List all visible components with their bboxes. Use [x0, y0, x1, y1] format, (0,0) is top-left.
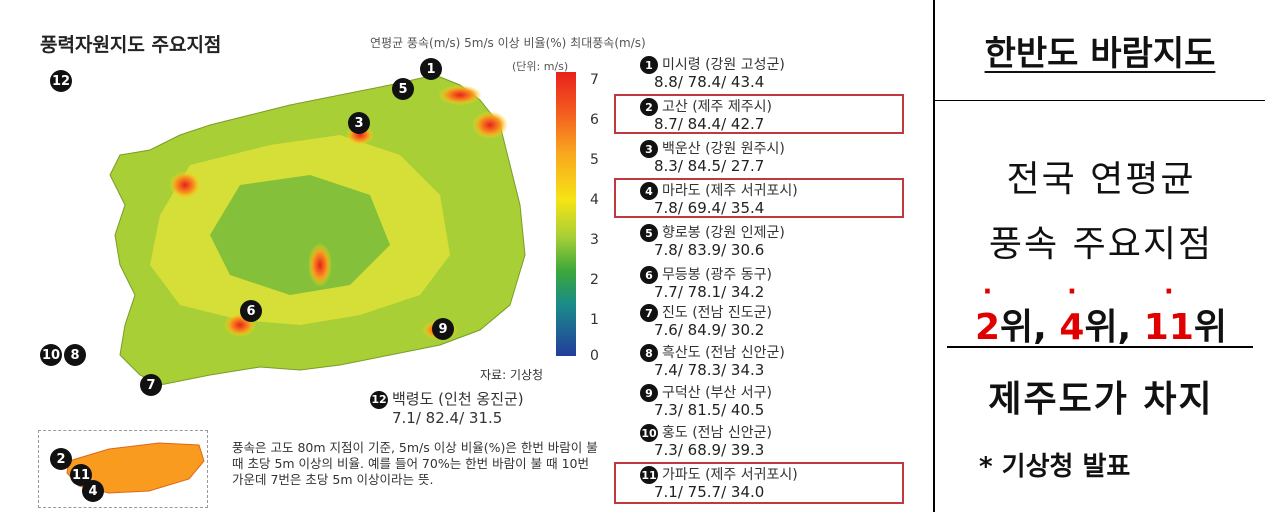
summary-panel: 한반도 바람지도 전국 연평균 풍속 주요지점 2위, 4위, 11위 제주도가… — [933, 0, 1265, 512]
interior-green — [210, 175, 390, 295]
station-number: 10 — [640, 424, 658, 442]
scale-tick: 4 — [590, 192, 599, 208]
scale-tick: 0 — [590, 348, 599, 364]
station-number: 5 — [640, 224, 658, 242]
station-9: 9 구덕산 (부산 서구) 7.3/ 81.5/ 40.5 — [640, 384, 910, 419]
station-2: 2 고산 (제주 제주시) 8.7/ 84.4/ 42.7 — [640, 98, 910, 133]
wind-map-panel: 풍력자원지도 주요지점 연평균 풍속(m/s) 5m/s 이상 비율(%) 최대… — [38, 34, 910, 508]
source-note: * 기상청 발표 — [979, 452, 1131, 482]
map-title: 풍력자원지도 주요지점 — [40, 34, 222, 56]
station-values: 7.1/ 75.7/ 34.0 — [654, 483, 765, 501]
station-values: 8.3/ 84.5/ 27.7 — [654, 157, 765, 175]
map-marker: 10 — [40, 344, 62, 366]
station-values: 7.7/ 78.1/ 34.2 — [654, 283, 765, 301]
station-name: 무등봉 (광주 동구) — [662, 266, 772, 283]
jeju-island-shape — [66, 442, 205, 494]
map-marker: 4 — [82, 480, 104, 502]
scale-tick: 2 — [590, 272, 599, 288]
station-10: 10 홍도 (전남 신안군) 7.3/ 68.9/ 39.3 — [640, 424, 910, 459]
map-marker: 7 — [140, 374, 162, 396]
summary-line-1: 전국 연평균 — [1006, 159, 1196, 200]
station-values: 8.8/ 78.4/ 43.4 — [654, 73, 765, 91]
summary-line-3: 제주도가 차지 — [988, 379, 1214, 420]
map-marker: 5 — [392, 78, 414, 100]
station-1: 1 미시령 (강원 고성군) 8.8/ 78.4/ 43.4 — [640, 56, 910, 91]
map-marker: 6 — [240, 300, 262, 322]
station-values: 7.3/ 68.9/ 39.3 — [654, 441, 765, 459]
scale-tick: 3 — [590, 232, 599, 248]
rank-11: 11 — [1144, 307, 1194, 348]
station-name: 고산 (제주 제주시) — [662, 98, 772, 115]
station-values: 7.3/ 81.5/ 40.5 — [654, 401, 765, 419]
station-values: 7.1/ 82.4/ 31.5 — [392, 409, 503, 427]
rank-4: 4 — [1059, 307, 1084, 348]
station-3: 3 백운산 (강원 원주시) 8.3/ 84.5/ 27.7 — [640, 140, 910, 175]
korea-wind-map — [109, 74, 526, 385]
highlight-box-station-11 — [614, 462, 904, 504]
scale-tick: 1 — [590, 312, 599, 328]
rank-2: 2 — [975, 307, 1000, 348]
station-name: 구덕산 (부산 서구) — [662, 384, 772, 401]
station-number: 7 — [640, 304, 658, 322]
station-number: 12 — [370, 390, 388, 409]
station-values: 7.8/ 83.9/ 30.6 — [654, 241, 765, 259]
station-name: 백령도 (인천 옹진군) — [392, 390, 524, 408]
station-number: 2 — [640, 98, 658, 116]
summary-line-2: 풍속 주요지점 — [988, 224, 1214, 265]
map-marker: 2 — [50, 448, 72, 470]
station-values: 8.7/ 84.4/ 42.7 — [654, 115, 765, 133]
map-subtitle: 연평균 풍속(m/s) 5m/s 이상 비율(%) 최대풍속(m/s) — [370, 36, 646, 50]
rank-underline — [947, 346, 1253, 348]
station-number: 6 — [640, 266, 658, 284]
source-label: 자료: 기상청 — [480, 368, 544, 382]
rank-summary: 2위, 4위, 11위 — [935, 298, 1265, 350]
station-11: 11 가파도 (제주 서귀포시) 7.1/ 75.7/ 34.0 — [640, 466, 910, 501]
station-name: 백운산 (강원 원주시) — [662, 140, 785, 157]
wind-speed-scale — [556, 72, 576, 356]
station-7: 7 진도 (전남 진도군) 7.6/ 84.9/ 30.2 — [640, 304, 910, 339]
scale-tick: 5 — [590, 152, 599, 168]
map-marker: 3 — [348, 112, 370, 134]
station-name: 가파도 (제주 서귀포시) — [662, 466, 798, 483]
station-number: 9 — [640, 384, 658, 402]
map-marker: 8 — [64, 344, 86, 366]
station-name: 진도 (전남 진도군) — [662, 304, 772, 321]
station-values: 7.6/ 84.9/ 30.2 — [654, 321, 765, 339]
station-values: 7.8/ 69.4/ 35.4 — [654, 199, 765, 217]
station-name: 흑산도 (전남 신안군) — [662, 344, 785, 361]
footnote: 풍속은 고도 80m 지점이 기준, 5m/s 이상 비율(%)은 한번 바람이… — [232, 440, 598, 487]
highlight-box-station-2 — [614, 94, 904, 134]
station-4: 4 마라도 (제주 서귀포시) 7.8/ 69.4/ 35.4 — [640, 182, 910, 217]
map-marker: 12 — [50, 70, 72, 92]
highlight-box-station-4 — [614, 178, 904, 218]
rank-suffix: 위, — [1084, 307, 1144, 348]
station-8: 8 흑산도 (전남 신안군) 7.4/ 78.3/ 34.3 — [640, 344, 910, 379]
station-name: 향로봉 (강원 인제군) — [662, 224, 785, 241]
station-number: 3 — [640, 140, 658, 158]
scale-tick: 7 — [590, 72, 599, 88]
station-values: 7.4/ 78.3/ 34.3 — [654, 361, 765, 379]
station-number: 1 — [640, 56, 658, 74]
station-name: 홍도 (전남 신안군) — [662, 424, 772, 441]
station-number: 8 — [640, 344, 658, 362]
map-marker: 1 — [420, 58, 442, 80]
station-5: 5 향로봉 (강원 인제군) 7.8/ 83.9/ 30.6 — [640, 224, 910, 259]
station-name: 마라도 (제주 서귀포시) — [662, 182, 798, 199]
unit-label: (단위: m/s) — [512, 60, 569, 73]
summary-title: 한반도 바람지도 — [984, 33, 1216, 74]
station-name: 미시령 (강원 고성군) — [662, 56, 785, 73]
station-6: 6 무등봉 (광주 동구) 7.7/ 78.1/ 34.2 — [640, 266, 910, 301]
station-number: 11 — [640, 466, 658, 484]
rank-suffix: 위, — [1000, 307, 1060, 348]
scale-tick: 6 — [590, 112, 599, 128]
summary-header: 한반도 바람지도 — [935, 0, 1265, 101]
station-12: 12 백령도 (인천 옹진군) 7.1/ 82.4/ 31.5 — [370, 390, 524, 428]
rank-suffix: 위 — [1193, 307, 1228, 348]
station-number: 4 — [640, 182, 658, 200]
map-marker: 9 — [432, 318, 454, 340]
